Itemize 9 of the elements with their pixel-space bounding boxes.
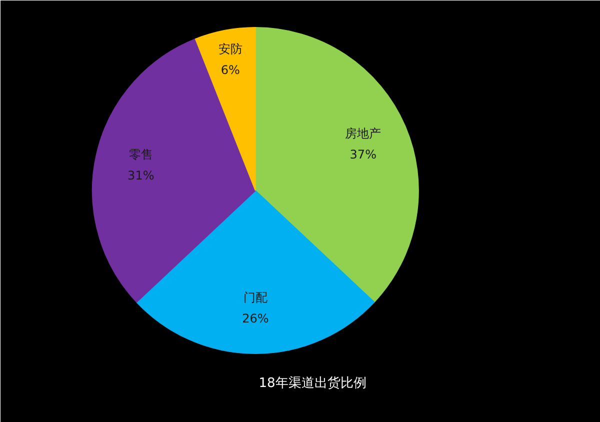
slice-label: 零售 [128, 147, 153, 162]
slice-label: 房地产 [345, 126, 382, 140]
data-label: 37% [350, 147, 376, 162]
slice-label: 安防 [218, 42, 242, 56]
data-label: 31% [128, 168, 154, 182]
data-label: 6% [220, 62, 240, 77]
slice-label: 门配 [243, 290, 268, 304]
data-label: 26% [242, 311, 269, 326]
text: 18年渠道出货比例 [258, 376, 366, 392]
